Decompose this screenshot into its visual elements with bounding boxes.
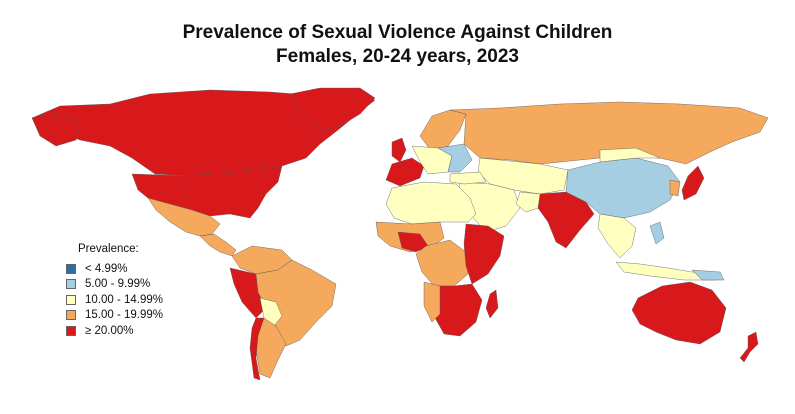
region-philippines — [649, 221, 665, 245]
region-korea — [669, 179, 681, 197]
legend-swatch — [66, 325, 76, 336]
region-pakistan — [515, 191, 541, 213]
region-canada — [31, 89, 376, 177]
map-subtitle: Females, 20-24 years, 2023 — [276, 46, 519, 67]
legend-label: < 4.99% — [85, 262, 128, 275]
legend-item: 15.00 - 19.99% — [66, 308, 163, 324]
region-madagascar — [485, 289, 499, 319]
legend: Prevalence: < 4.99% 5.00 - 9.99% 10.00 -… — [66, 243, 163, 339]
legend-swatch — [66, 279, 76, 290]
region-alaska — [31, 113, 81, 147]
region-southeast-asia — [597, 213, 637, 259]
legend-swatch — [66, 294, 76, 305]
legend-label: 5.00 - 9.99% — [85, 278, 151, 291]
region-japan — [681, 165, 705, 201]
legend-label: 10.00 - 14.99% — [85, 293, 164, 306]
map-title: Prevalence of Sexual Violence Against Ch… — [182, 22, 613, 43]
region-turkey — [449, 171, 487, 185]
world-map — [31, 87, 769, 381]
region-chile — [249, 317, 265, 381]
legend-swatch — [66, 263, 76, 274]
region-australia — [631, 281, 727, 345]
region-greenland — [289, 87, 376, 131]
region-france-spain — [385, 157, 425, 187]
region-papua — [691, 269, 725, 281]
region-mexico — [147, 197, 221, 237]
region-mongolia — [599, 147, 661, 163]
region-north-africa — [385, 181, 477, 225]
region-uk-ireland — [391, 137, 407, 163]
region-east-africa — [463, 223, 505, 285]
legend-item: < 4.99% — [66, 261, 163, 277]
region-angola-namibia — [423, 281, 441, 323]
legend-item: ≥ 20.00% — [66, 323, 163, 339]
legend-title: Prevalence: — [78, 243, 139, 255]
legend-swatch — [66, 310, 76, 321]
legend-item: 5.00 - 9.99% — [66, 277, 163, 293]
legend-item: 10.00 - 14.99% — [66, 292, 163, 308]
legend-label: 15.00 - 19.99% — [85, 309, 164, 322]
region-new-zealand — [739, 331, 759, 363]
region-central-america — [199, 233, 237, 257]
legend-label: ≥ 20.00% — [85, 324, 134, 337]
